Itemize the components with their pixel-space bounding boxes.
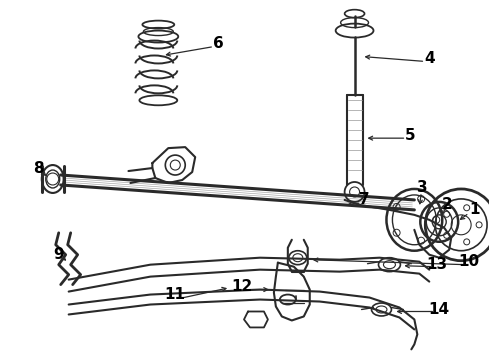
Text: 12: 12: [231, 279, 253, 294]
Text: 14: 14: [429, 302, 450, 317]
Text: 4: 4: [424, 51, 435, 66]
Text: 3: 3: [417, 180, 428, 195]
Text: 10: 10: [459, 254, 480, 269]
Text: 9: 9: [53, 247, 64, 262]
Text: 1: 1: [469, 202, 479, 217]
Text: 5: 5: [405, 128, 416, 143]
Text: 2: 2: [442, 197, 453, 212]
Text: 7: 7: [359, 193, 370, 207]
Text: 8: 8: [33, 161, 44, 176]
Text: 6: 6: [213, 36, 223, 51]
Text: 13: 13: [427, 257, 448, 272]
Text: 11: 11: [165, 287, 186, 302]
